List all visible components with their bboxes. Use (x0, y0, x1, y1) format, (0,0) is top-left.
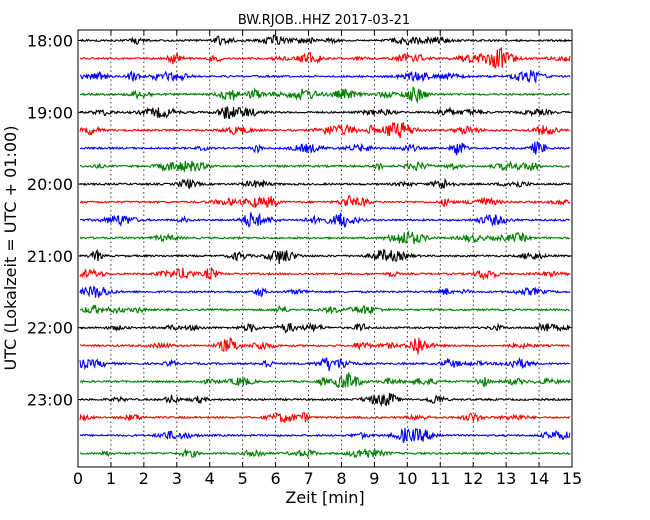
trace-row (79, 160, 571, 173)
trace-row (79, 121, 571, 139)
plot-frame (77, 29, 573, 468)
y-tick-label: 22:00 (27, 319, 73, 338)
x-tick-label: 13 (496, 469, 516, 488)
y-axis-label: UTC (Lokalzeit = UTC + 01:00) (1, 126, 20, 371)
trace-row (79, 393, 571, 407)
x-tick-label: 14 (529, 469, 549, 488)
y-tick-label: 18:00 (27, 32, 73, 51)
y-tick-label: 20:00 (27, 175, 73, 194)
trace-row (79, 140, 571, 156)
y-tick-label: 19:00 (27, 103, 73, 122)
trace-row (79, 285, 571, 298)
x-tick-label: 10 (397, 469, 417, 488)
trace-row (79, 248, 571, 265)
x-tick-label: 2 (139, 469, 149, 488)
y-axis-ticks: 18:00 19:00 20:00 21:00 22:00 23:00 (27, 32, 572, 410)
x-tick-label: 5 (238, 469, 248, 488)
trace-row (79, 372, 571, 388)
x-tick-label: 0 (73, 469, 83, 488)
trace-row (79, 46, 571, 69)
trace-row (79, 34, 571, 46)
y-tick-label: 21:00 (27, 247, 73, 266)
trace-row (79, 86, 571, 104)
x-tick-label: 7 (303, 469, 313, 488)
x-axis-label: Zeit [min] (285, 488, 364, 507)
vertical-grid (110, 30, 540, 467)
trace-row (79, 356, 571, 372)
trace-row (79, 230, 571, 245)
trace-row (79, 69, 571, 84)
x-axis-ticks: 0 1 2 3 4 5 6 7 8 9 10 11 12 13 14 15 (73, 30, 582, 488)
seismogram-traces (79, 34, 571, 459)
chart-title: BW.RJOB..HHZ 2017-03-21 (238, 13, 410, 28)
x-tick-label: 11 (430, 469, 450, 488)
trace-row (79, 267, 571, 281)
x-tick-label: 15 (562, 469, 582, 488)
x-tick-label: 12 (463, 469, 483, 488)
x-tick-label: 4 (205, 469, 215, 488)
trace-row (79, 321, 571, 334)
x-tick-label: 9 (369, 469, 379, 488)
x-tick-label: 1 (106, 469, 116, 488)
y-tick-label: 23:00 (27, 391, 73, 410)
trace-row (79, 304, 571, 316)
trace-row (79, 212, 571, 229)
trace-row (79, 178, 571, 190)
trace-row (79, 412, 571, 423)
trace-row (79, 427, 571, 443)
trace-row (79, 447, 571, 459)
trace-row (79, 337, 571, 355)
trace-row (79, 106, 571, 120)
x-tick-label: 8 (336, 469, 346, 488)
trace-row (79, 194, 571, 209)
x-tick-label: 3 (172, 469, 182, 488)
x-tick-label: 6 (271, 469, 281, 488)
